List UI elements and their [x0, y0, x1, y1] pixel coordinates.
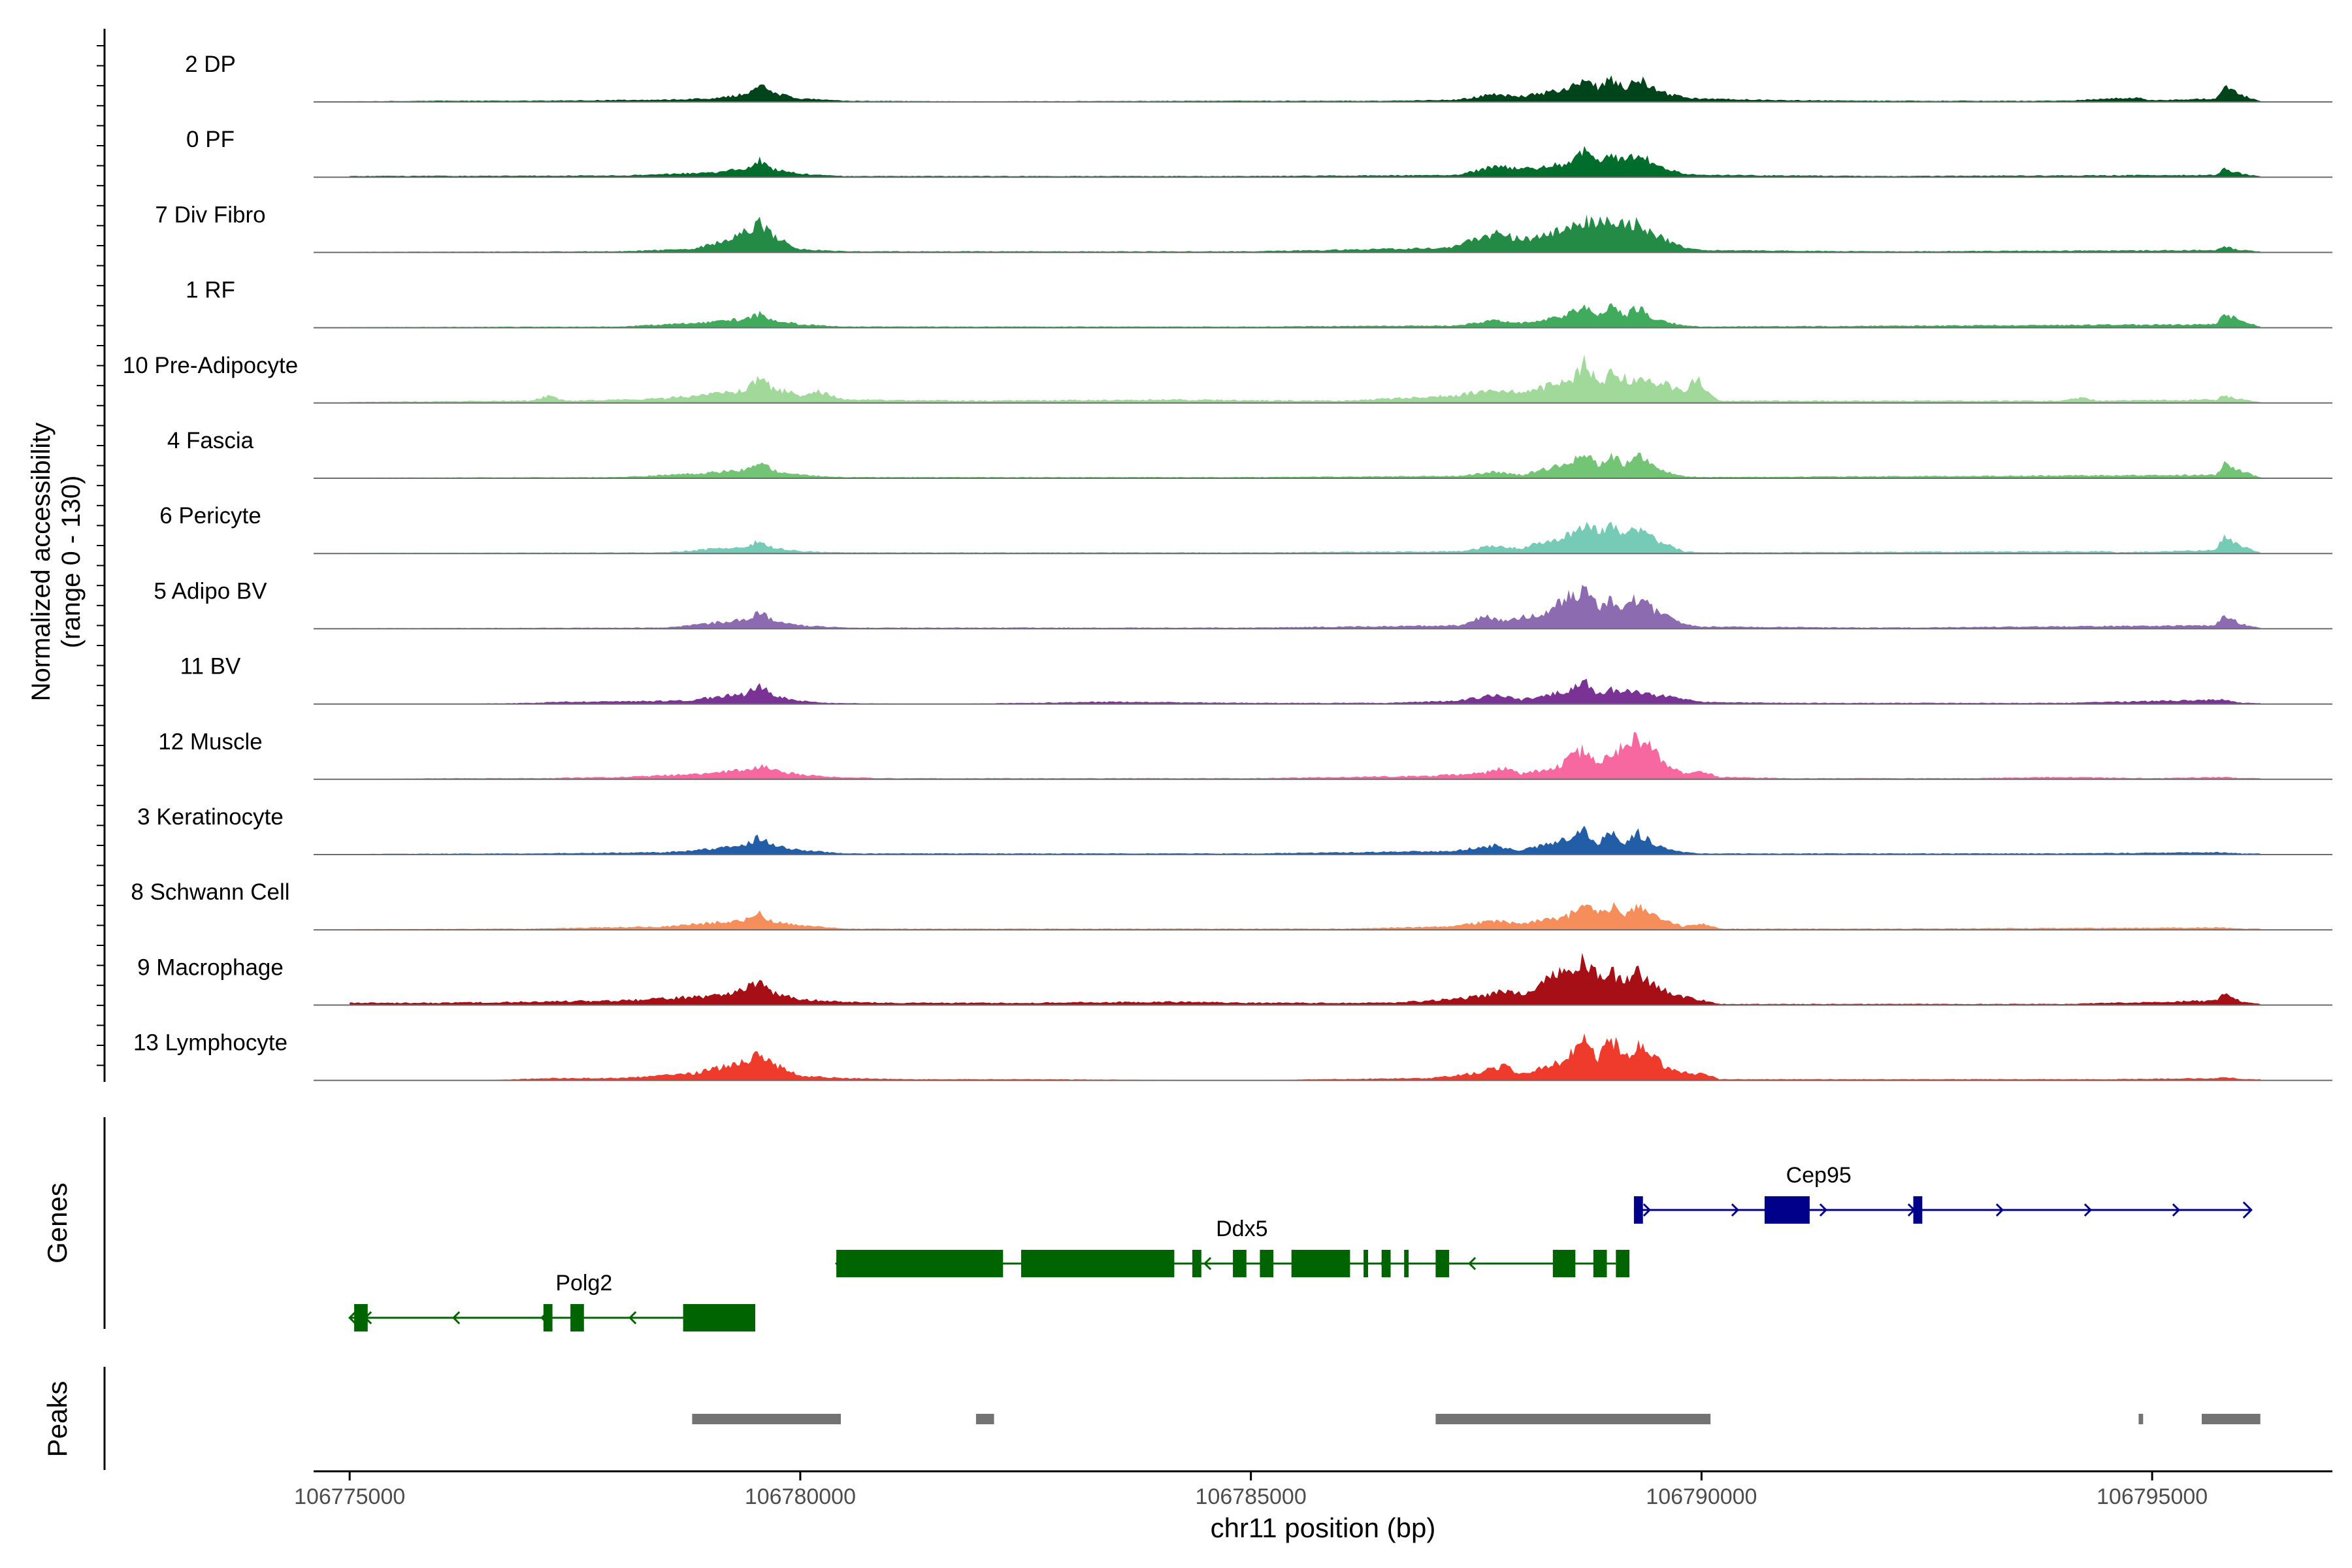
gene-models: Cep95 Ddx5 Polg2 — [348, 1163, 2253, 1331]
gene-exon — [1913, 1196, 1923, 1224]
gene-name-label: Polg2 — [555, 1271, 612, 1296]
coverage-area — [350, 302, 2261, 328]
coverage-area — [350, 452, 2261, 478]
gene-strand-arrow — [1995, 1203, 2004, 1217]
coverage-track: 9 Macrophage — [137, 953, 2332, 1006]
peak-regions — [692, 1414, 2261, 1424]
gene-strand-arrow — [2172, 1203, 2181, 1217]
x-axis: 106775000 106780000 106785000 106790000 1067… — [294, 1470, 2332, 1543]
coverage-track-label: 12 Muscle — [158, 729, 263, 755]
peak-region — [2202, 1414, 2261, 1424]
peak-region — [975, 1414, 994, 1424]
gene-exon — [1633, 1196, 1643, 1224]
coverage-panel: 2 DP 0 PF 7 Div Fibro 1 RF 10 Pre-Adipocyte 4… — [27, 29, 2332, 1082]
coverage-track-label: 2 DP — [185, 52, 236, 77]
gene-exon — [543, 1304, 553, 1331]
gene-strand-arrow — [1467, 1256, 1477, 1271]
coverage-track-label: 6 Pericyte — [159, 503, 261, 529]
coverage-track: 13 Lymphocyte — [133, 1030, 2332, 1081]
coverage-y-ticks — [97, 45, 105, 1066]
coverage-track-label: 9 Macrophage — [137, 955, 284, 980]
gene-name-label: Cep95 — [1786, 1163, 1852, 1188]
gene-exon — [1381, 1250, 1391, 1277]
gene-exon — [1552, 1250, 1576, 1277]
gene-end-arrow — [2242, 1201, 2253, 1219]
coverage-track-label: 7 Div Fibro — [155, 202, 265, 227]
coverage-track: 1 RF — [186, 278, 2332, 329]
coverage-track-label: 4 Fascia — [167, 428, 254, 453]
gene-exon — [570, 1304, 584, 1331]
gene-strand-arrow — [629, 1311, 637, 1325]
coverage-track: 3 Keratinocyte — [137, 804, 2332, 855]
gene-exon — [1764, 1196, 1810, 1224]
gene-exon — [1192, 1250, 1201, 1277]
gene-strand-arrow — [452, 1311, 461, 1325]
peak-region — [692, 1414, 841, 1424]
peak-region — [1435, 1414, 1711, 1424]
gene-strand-arrow — [1731, 1203, 1740, 1217]
x-tick-label: 106775000 — [294, 1484, 405, 1509]
gene-exon — [1233, 1250, 1247, 1277]
coverage-track: 5 Adipo BV — [154, 578, 2332, 630]
gene-strand-arrow — [1642, 1203, 1652, 1217]
coverage-track-label: 8 Schwann Cell — [131, 879, 289, 905]
gene-strand-arrow — [1819, 1203, 1828, 1217]
peaks-track-label: Peaks — [42, 1381, 73, 1458]
coverage-track-label: 5 Adipo BV — [154, 578, 267, 604]
coverage-y-label-line2: (range 0 - 130) — [57, 476, 86, 649]
coverage-track: 10 Pre-Adipocyte — [123, 353, 2332, 404]
coverage-track-label: 1 RF — [186, 278, 235, 303]
coverage-track-label: 10 Pre-Adipocyte — [123, 353, 298, 378]
gene-exon — [1593, 1250, 1607, 1277]
gene-name-label: Ddx5 — [1216, 1217, 1267, 1241]
gene-model: Ddx5 — [834, 1217, 1629, 1277]
coverage-track-label: 11 BV — [180, 654, 241, 679]
coverage-track-label: 13 Lymphocyte — [133, 1030, 287, 1056]
x-tick-label: 106785000 — [1196, 1484, 1307, 1509]
x-tick-label: 106780000 — [745, 1484, 856, 1509]
gene-exon — [1364, 1250, 1368, 1277]
x-axis-ticks: 106775000 106780000 106785000 106790000 1067… — [294, 1471, 2208, 1509]
coverage-track: 11 BV — [180, 654, 2332, 705]
coverage-track-label: 0 PF — [186, 127, 235, 152]
coverage-tracks: 2 DP 0 PF 7 Div Fibro 1 RF 10 Pre-Adipocyte 4… — [123, 52, 2332, 1081]
genes-panel: Genes Cep95 Ddx5 Polg2 — [42, 1117, 2253, 1331]
x-tick-label: 106795000 — [2097, 1484, 2208, 1509]
coverage-track: 2 DP — [185, 52, 2332, 103]
x-tick-label: 106790000 — [1646, 1484, 1757, 1509]
gene-exon — [1616, 1250, 1629, 1277]
gene-exon — [836, 1250, 1004, 1277]
coverage-track: 0 PF — [186, 127, 2332, 178]
coverage-y-label-line1: Normalized accessibility — [27, 423, 56, 702]
coverage-track: 12 Muscle — [158, 729, 2332, 780]
peak-region — [2138, 1414, 2144, 1424]
gene-exon — [683, 1304, 755, 1331]
peaks-panel: Peaks — [42, 1367, 2261, 1470]
coverage-track: 8 Schwann Cell — [131, 879, 2332, 931]
coverage-track: 4 Fascia — [167, 428, 2332, 479]
genes-track-label: Genes — [42, 1183, 73, 1264]
gene-exon — [1260, 1250, 1274, 1277]
gene-exon — [1021, 1250, 1175, 1277]
gene-model: Cep95 — [1633, 1163, 2253, 1224]
gene-strand-arrow — [1203, 1256, 1212, 1271]
x-axis-title: chr11 position (bp) — [1211, 1512, 1436, 1543]
coverage-track: 7 Div Fibro — [155, 202, 2332, 253]
gene-exon — [1291, 1250, 1350, 1277]
gene-model: Polg2 — [348, 1271, 755, 1331]
gene-strand-arrow — [2083, 1203, 2093, 1217]
gene-exon — [354, 1304, 368, 1331]
coverage-track-label: 3 Keratinocyte — [137, 804, 284, 830]
gene-exon — [1404, 1250, 1409, 1277]
coverage-track: 6 Pericyte — [159, 503, 2332, 555]
gene-exon — [1435, 1250, 1450, 1277]
